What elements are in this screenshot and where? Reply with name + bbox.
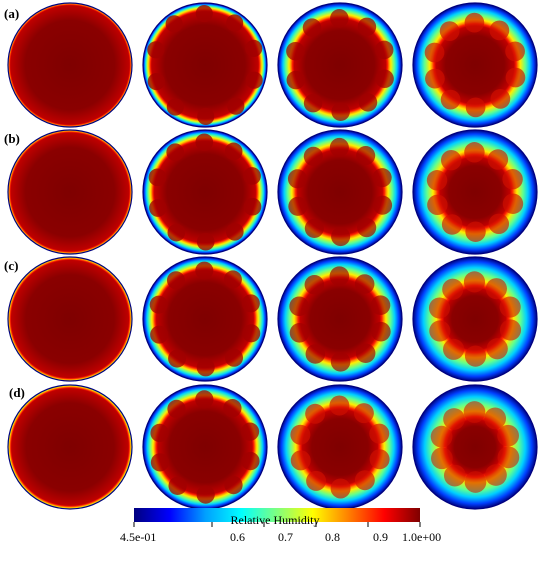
humidity-disc (8, 257, 132, 381)
humidity-panel (7, 256, 133, 382)
panel-rim (7, 384, 133, 510)
humidity-panel (142, 384, 268, 510)
colorbar-tick-label-0-6: 0.6 (230, 530, 245, 544)
humidity-lobes (290, 395, 390, 499)
humidity-panel (7, 129, 133, 255)
row-label-c: (c) (4, 258, 19, 273)
colorbar-tick-label-0-9: 0.9 (373, 530, 388, 544)
row-label-a: (a) (4, 6, 20, 21)
humidity-lobes (287, 137, 393, 247)
humidity-lobes (150, 390, 260, 504)
humidity-lobes (430, 401, 520, 493)
panel-rim (412, 129, 538, 255)
humidity-lobes (424, 12, 526, 118)
humidity-lobes (148, 133, 262, 251)
colorbar-tick-label-0-8: 0.8 (325, 530, 340, 544)
colorbar-title: Relative Humidity (230, 513, 320, 527)
humidity-panel (142, 129, 268, 255)
panel-rim (412, 2, 538, 128)
humidity-disc (143, 130, 267, 254)
humidity-panel (412, 2, 538, 128)
humidity-lobes (149, 261, 261, 377)
row-label-d: (d) (9, 385, 25, 400)
panel-rim (412, 384, 538, 510)
panel-rim (7, 256, 133, 382)
panel-rim (7, 129, 133, 255)
panel-rim (412, 256, 538, 382)
panel-rim (277, 2, 403, 128)
humidity-lobes (289, 266, 391, 372)
humidity-panel (7, 384, 133, 510)
humidity-lobes (426, 142, 524, 242)
humidity-panel (277, 256, 403, 382)
humidity-disc (8, 385, 132, 509)
humidity-lobes (428, 271, 522, 367)
humidity-disc (8, 3, 132, 127)
humidity-panel (277, 384, 403, 510)
humidity-disc (143, 3, 267, 127)
humidity-lobes (286, 9, 394, 121)
humidity-panel (142, 256, 268, 382)
humidity-panel (277, 129, 403, 255)
panel-rim (277, 256, 403, 382)
humidity-panel (412, 384, 538, 510)
humidity-disc (8, 130, 132, 254)
colorbar-tick-label-min: 4.5e-01 (120, 530, 157, 544)
panel-rim (142, 2, 268, 128)
humidity-panel (7, 2, 133, 128)
humidity-panel (412, 256, 538, 382)
humidity-panel (142, 2, 268, 128)
panel-rim (7, 2, 133, 128)
colorbar-tick-label-max: 1.0e+00 (402, 530, 442, 544)
colorbar-tick-label-0-7: 0.7 (278, 530, 293, 544)
row-label-b: (b) (4, 131, 20, 146)
humidity-panel (277, 2, 403, 128)
panel-rim (142, 256, 268, 382)
panel-rim (277, 129, 403, 255)
humidity-panel (412, 129, 538, 255)
panel-rim (142, 129, 268, 255)
humidity-lobes (147, 4, 263, 126)
colorbar (134, 508, 420, 522)
